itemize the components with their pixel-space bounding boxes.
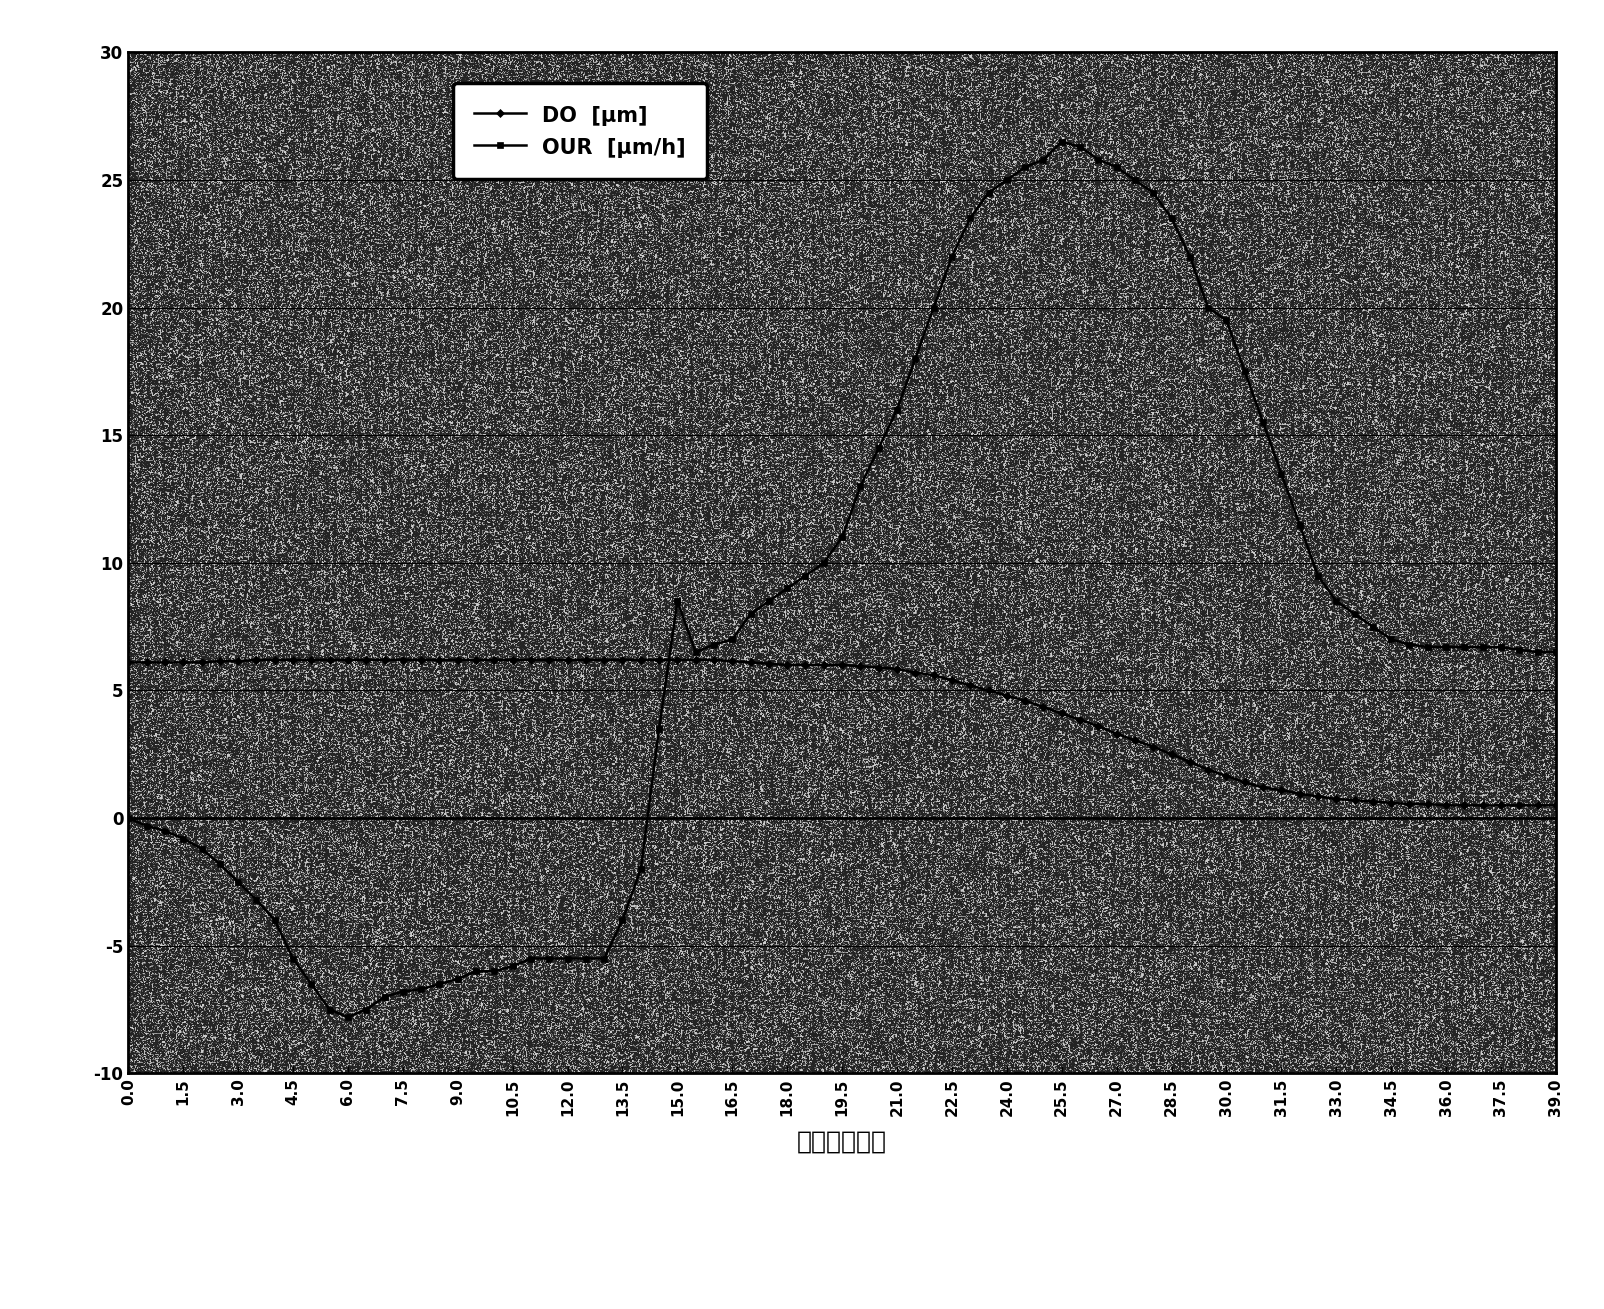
OUR  [μm/h]	[704, 636, 723, 652]
DO  [μm]	[1546, 797, 1566, 813]
OUR  [μm/h]	[119, 810, 138, 826]
DO  [μm]	[119, 654, 138, 670]
OUR  [μm/h]	[1198, 300, 1217, 315]
DO  [μm]	[961, 678, 980, 694]
OUR  [μm/h]	[484, 963, 504, 979]
DO  [μm]	[723, 653, 743, 669]
DO  [μm]	[704, 652, 723, 668]
DO  [μm]	[521, 652, 541, 668]
DO  [μm]	[1437, 797, 1456, 813]
OUR  [μm/h]	[723, 632, 743, 648]
Legend: DO  [μm], OUR  [μm/h]: DO [μm], OUR [μm/h]	[452, 84, 707, 179]
DO  [μm]	[484, 652, 504, 668]
OUR  [μm/h]	[961, 211, 980, 226]
DO  [μm]	[247, 652, 266, 668]
OUR  [μm/h]	[338, 1009, 358, 1025]
OUR  [μm/h]	[521, 950, 541, 966]
Line: OUR  [μm/h]: OUR [μm/h]	[125, 139, 1559, 1021]
DO  [μm]	[1181, 754, 1200, 770]
Line: DO  [μm]: DO [μm]	[125, 657, 1559, 808]
X-axis label: 时间（分钟）: 时间（分钟）	[797, 1130, 887, 1153]
OUR  [μm/h]	[1546, 644, 1566, 660]
OUR  [μm/h]	[1052, 134, 1071, 149]
